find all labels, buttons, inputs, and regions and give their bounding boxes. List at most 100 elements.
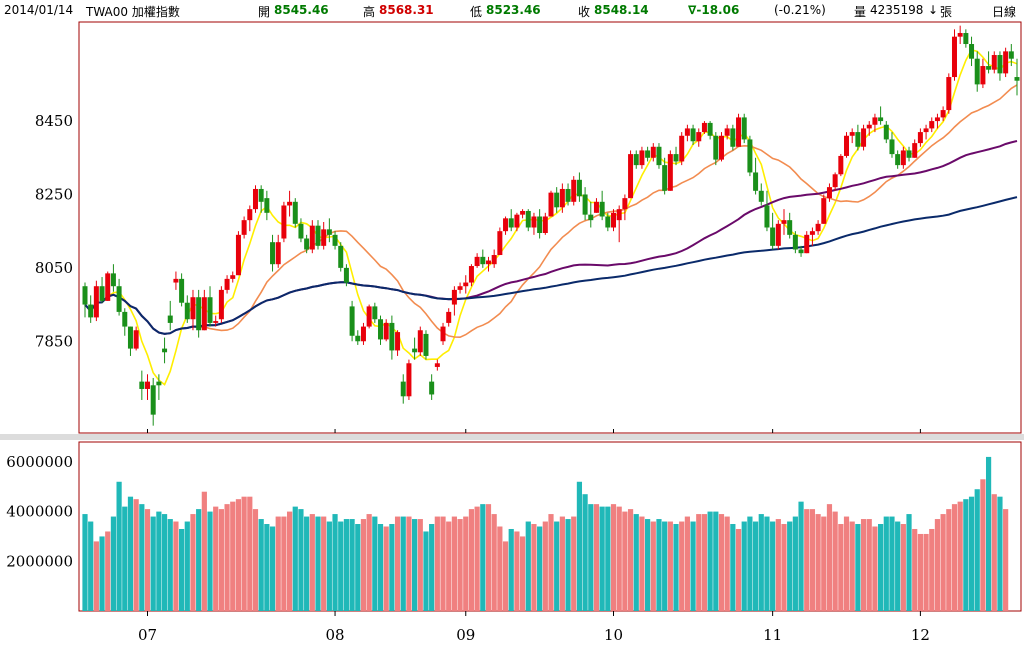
candle-up	[252, 188, 258, 210]
candle-down	[599, 201, 605, 217]
volume-unit: 張	[940, 5, 953, 19]
volume-bar	[787, 521, 793, 611]
candle-down	[88, 304, 94, 318]
candle-down	[378, 319, 384, 340]
candle-down	[508, 218, 514, 228]
volume-bar	[434, 516, 440, 611]
volume-bar	[446, 521, 452, 611]
volume-bar	[701, 514, 708, 611]
volume-bar	[338, 521, 344, 611]
volume-bar	[514, 531, 520, 611]
candle-down	[895, 154, 901, 166]
candle-down	[207, 297, 213, 323]
symbol-label: TWA00 加權指數	[86, 5, 180, 19]
candle-up	[781, 220, 787, 224]
volume-bar	[832, 511, 838, 611]
candle-up	[224, 278, 230, 290]
candle-down	[969, 44, 975, 59]
volume-bar	[286, 511, 293, 611]
volume-bar	[247, 496, 253, 611]
candle-down	[315, 225, 321, 246]
ma-120-line	[84, 196, 1018, 335]
candle-up	[514, 214, 520, 228]
volume-bar	[934, 519, 941, 611]
candle-up	[571, 179, 577, 202]
volume-bar	[843, 516, 850, 611]
volume-bar	[110, 516, 117, 611]
volume-bar	[883, 516, 889, 611]
volume-bar	[798, 501, 804, 611]
volume-bar	[88, 521, 94, 611]
volume-bar	[968, 496, 975, 611]
candle-down	[99, 286, 105, 301]
candle-up	[93, 286, 99, 318]
volume-bar	[917, 533, 923, 611]
volume-bar	[997, 496, 1003, 611]
volume-bar	[906, 514, 912, 611]
volume-bar	[412, 519, 418, 611]
volume-label: 量	[854, 5, 867, 19]
candle-up	[287, 201, 293, 206]
volume-bar	[468, 509, 475, 611]
candle-up	[440, 326, 446, 342]
volume-bar	[383, 526, 389, 611]
candle-up	[951, 36, 957, 78]
volume-bar	[627, 509, 634, 611]
volume-bar	[707, 511, 713, 611]
volume-bar	[480, 504, 486, 611]
candle-down	[184, 302, 190, 320]
candle-down	[423, 333, 429, 356]
candle-down	[412, 348, 418, 353]
volume-bar	[537, 526, 543, 611]
open-label: 開	[258, 5, 271, 19]
candle-down	[127, 326, 133, 349]
volume-bar	[531, 524, 537, 611]
candle-up	[809, 231, 815, 235]
candle-up	[622, 198, 628, 210]
low-label: 低	[470, 5, 483, 19]
candle-up	[940, 110, 946, 118]
candle-down	[167, 315, 173, 323]
candle-up	[309, 225, 315, 250]
candle-down	[292, 201, 298, 224]
candle-up	[201, 297, 207, 331]
candle-down	[258, 188, 264, 202]
candle-up	[804, 234, 810, 254]
volume-bar	[650, 521, 656, 611]
close-label: 收	[578, 5, 591, 19]
volume-bar	[752, 521, 759, 611]
volume-bar	[815, 514, 821, 611]
candle-down	[480, 256, 486, 265]
volume-bar	[718, 514, 725, 611]
price-panel-frame	[78, 21, 1022, 434]
candle-down	[150, 385, 156, 415]
change-value: ∇-18.06	[688, 3, 740, 17]
volume-bar	[497, 526, 503, 611]
candle-up	[736, 117, 742, 147]
volume-bar	[559, 516, 565, 611]
volume-bar	[463, 516, 469, 611]
candle-down	[343, 267, 349, 283]
candle-down	[338, 245, 344, 268]
volume-bar	[576, 481, 583, 611]
candle-up	[321, 229, 327, 246]
candle-down	[753, 172, 759, 191]
period-label: 日線	[992, 5, 1017, 19]
candle-down	[889, 139, 895, 155]
candle-up	[503, 218, 509, 232]
candle-up	[849, 132, 855, 136]
volume-bar	[139, 504, 145, 611]
candle-up	[474, 256, 480, 267]
candle-up	[929, 121, 935, 129]
candle-up	[684, 128, 690, 136]
volume-bar	[599, 506, 605, 611]
volume-bar	[355, 524, 361, 611]
volume-bar	[332, 514, 338, 611]
candle-down	[82, 286, 88, 305]
volume-bar	[252, 509, 259, 611]
candle-down	[741, 117, 747, 140]
candle-up	[826, 187, 832, 199]
volume-bar	[804, 509, 810, 611]
volume-bar	[690, 521, 696, 611]
